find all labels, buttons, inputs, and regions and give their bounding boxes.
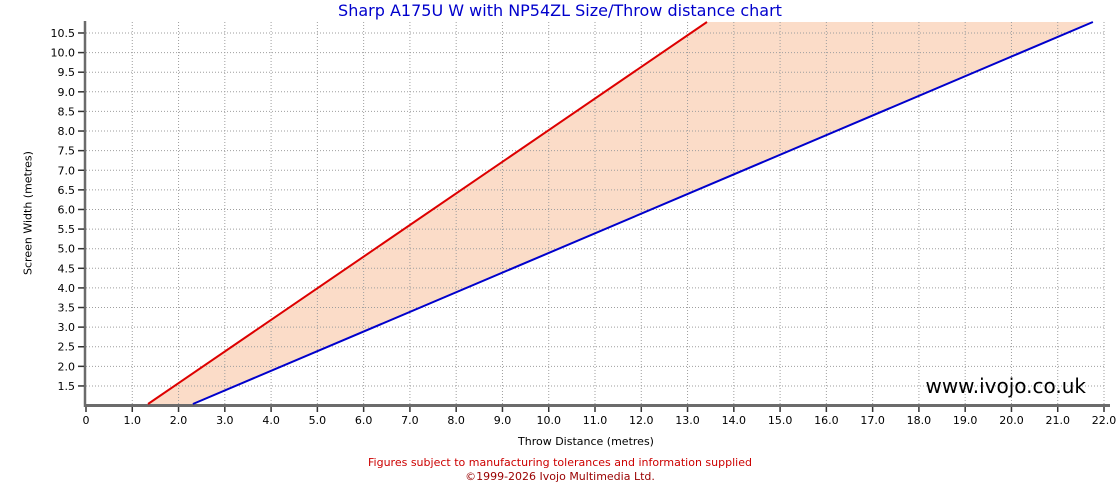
maximum-throw-line [192,21,1094,405]
svg-text:2.0: 2.0 [58,360,76,373]
gridlines [86,22,1105,404]
svg-text:21.0: 21.0 [1045,414,1070,427]
svg-text:11.0: 11.0 [583,414,608,427]
svg-text:2.5: 2.5 [58,341,76,354]
svg-text:19.0: 19.0 [953,414,978,427]
svg-text:7.0: 7.0 [401,414,419,427]
svg-text:7.0: 7.0 [58,164,76,177]
svg-text:18.0: 18.0 [907,414,932,427]
tick-marks [78,32,1105,412]
svg-text:12.0: 12.0 [629,414,654,427]
svg-text:4.0: 4.0 [58,282,76,295]
svg-text:10.5: 10.5 [51,27,76,40]
svg-text:6.0: 6.0 [355,414,373,427]
x-axis-label: Throw Distance (metres) [518,435,654,448]
y-axis-label: Screen Width (metres) [21,151,35,275]
svg-text:0: 0 [83,414,90,427]
svg-text:22.0: 22.0 [1092,414,1117,427]
svg-text:6.0: 6.0 [58,203,76,216]
svg-text:10.0: 10.0 [536,414,561,427]
svg-text:1.0: 1.0 [124,414,142,427]
svg-text:3.5: 3.5 [58,302,76,315]
svg-text:2.0: 2.0 [170,414,188,427]
watermark: www.ivojo.co.uk [925,374,1086,398]
svg-text:16.0: 16.0 [814,414,839,427]
y-tick-labels: 1.5 2.0 2.5 3.0 3.5 4.0 4.5 5.0 5.5 6.0 6.5 7.0 7.5 8… [51,27,76,393]
svg-text:9.0: 9.0 [494,414,512,427]
svg-text:10.0: 10.0 [51,47,76,60]
chart-title: Sharp A175U W with NP54ZL Size/Throw dis… [338,1,782,20]
footer-disclaimer: Figures subject to manufacturing toleran… [368,456,752,469]
svg-text:15.0: 15.0 [768,414,793,427]
svg-text:5.0: 5.0 [58,243,76,256]
svg-text:8.0: 8.0 [447,414,465,427]
svg-text:1.5: 1.5 [58,380,76,393]
svg-text:4.5: 4.5 [58,262,76,275]
footer-copyright: ©1999-2026 Ivojo Multimedia Ltd. [465,470,655,483]
svg-text:6.5: 6.5 [58,184,76,197]
svg-text:8.0: 8.0 [58,125,76,138]
svg-text:9.5: 9.5 [58,66,76,79]
svg-text:8.5: 8.5 [58,105,76,118]
svg-text:13.0: 13.0 [675,414,700,427]
svg-text:20.0: 20.0 [999,414,1024,427]
svg-text:14.0: 14.0 [722,414,747,427]
svg-text:5.5: 5.5 [58,223,76,236]
svg-text:5.0: 5.0 [309,414,327,427]
svg-text:3.0: 3.0 [58,321,76,334]
x-tick-labels: 0 1.0 2.0 3.0 4.0 5.0 6.0 7.0 8.0 9.0 10.0 11.0 12.0… [83,414,1117,427]
svg-text:9.0: 9.0 [58,86,76,99]
svg-text:3.0: 3.0 [216,414,234,427]
throw-range-band [148,22,1093,404]
svg-text:17.0: 17.0 [860,414,885,427]
minimum-throw-line [147,21,708,405]
svg-text:4.0: 4.0 [262,414,280,427]
svg-text:7.5: 7.5 [58,145,76,158]
